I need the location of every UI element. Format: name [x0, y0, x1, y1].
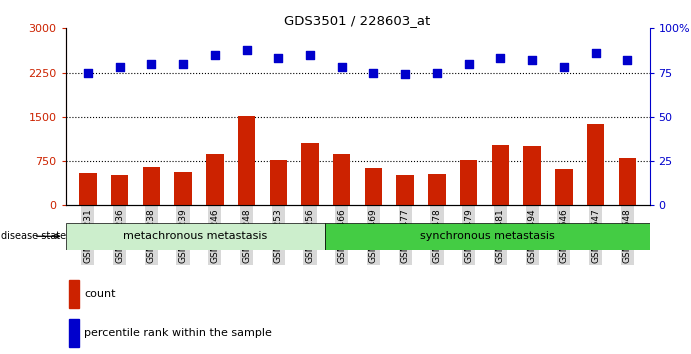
- Point: [527, 57, 538, 63]
- Bar: [492, 144, 509, 205]
- Bar: [460, 160, 477, 205]
- Point: [209, 52, 220, 58]
- Text: count: count: [84, 289, 116, 299]
- Point: [558, 64, 569, 70]
- Bar: [238, 116, 255, 205]
- Bar: [365, 167, 382, 205]
- Bar: [618, 158, 636, 205]
- Bar: [555, 169, 573, 205]
- Text: synchronous metastasis: synchronous metastasis: [420, 231, 555, 241]
- Bar: [397, 175, 414, 205]
- Point: [178, 61, 189, 67]
- Point: [368, 70, 379, 75]
- Bar: [142, 167, 160, 205]
- Bar: [68, 319, 79, 347]
- Point: [337, 64, 348, 70]
- Bar: [523, 146, 541, 205]
- Bar: [333, 154, 350, 205]
- Point: [241, 47, 252, 52]
- Text: disease state: disease state: [1, 231, 66, 241]
- Point: [146, 61, 157, 67]
- Bar: [325, 223, 650, 250]
- Point: [495, 56, 506, 61]
- Bar: [269, 160, 287, 205]
- Point: [273, 56, 284, 61]
- Point: [622, 57, 633, 63]
- Point: [431, 70, 442, 75]
- Point: [399, 72, 410, 77]
- Bar: [587, 124, 605, 205]
- Point: [114, 64, 125, 70]
- Bar: [68, 280, 79, 308]
- Bar: [301, 143, 319, 205]
- Bar: [206, 154, 223, 205]
- Point: [463, 61, 474, 67]
- Point: [305, 52, 316, 58]
- Bar: [111, 175, 129, 205]
- Title: GDS3501 / 228603_at: GDS3501 / 228603_at: [285, 14, 430, 27]
- Bar: [428, 174, 446, 205]
- Text: percentile rank within the sample: percentile rank within the sample: [84, 327, 272, 338]
- Point: [82, 70, 93, 75]
- Bar: [66, 223, 325, 250]
- Bar: [174, 172, 192, 205]
- Bar: [79, 173, 97, 205]
- Point: [590, 50, 601, 56]
- Text: metachronous metastasis: metachronous metastasis: [123, 231, 267, 241]
